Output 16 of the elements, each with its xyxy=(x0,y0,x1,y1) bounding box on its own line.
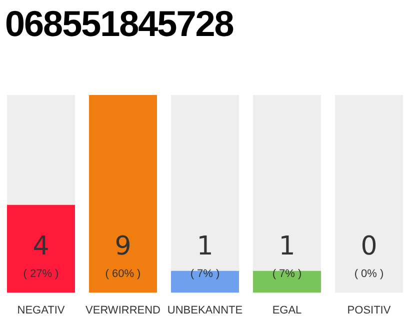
data-label: 4 xyxy=(32,232,50,262)
annotation: ( 7% ) xyxy=(272,268,302,280)
annotation: 0 xyxy=(360,232,378,262)
data-label: 1 xyxy=(278,232,296,262)
x-tick-label: POSITIV xyxy=(347,304,392,316)
data-label: 1 xyxy=(196,232,214,262)
x-tick-label: NEGATIV xyxy=(17,304,66,316)
x-tick-label: UNBEKANNTE xyxy=(167,304,243,316)
annotation: ( 27% ) xyxy=(23,268,59,280)
annotation: ( 7% ) xyxy=(190,268,220,280)
x-tick-label: VERWIRREND xyxy=(86,304,161,316)
chart-title: 068551845728 xyxy=(5,2,234,46)
annotation: ( 60% ) xyxy=(105,268,141,280)
x-tick-label: EGAL xyxy=(272,304,302,316)
data-label: 9 xyxy=(114,232,132,262)
annotation: ( 0% ) xyxy=(354,268,384,280)
